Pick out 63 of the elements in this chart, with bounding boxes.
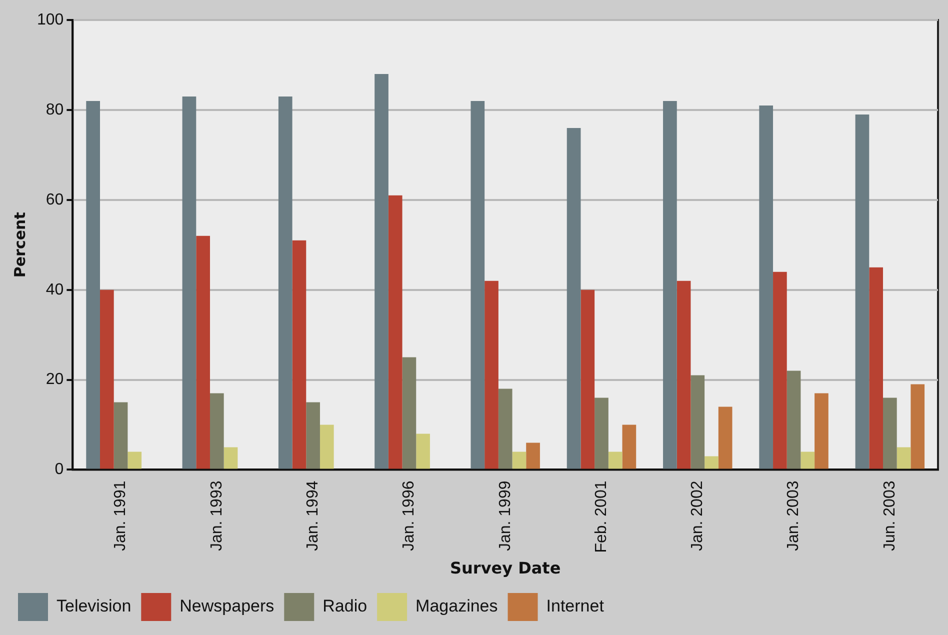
- x-axis-title: Survey Date: [450, 558, 561, 578]
- x-tick-label: Jan. 1994: [304, 480, 322, 552]
- legend-label: Radio: [322, 596, 368, 616]
- bar: [690, 375, 705, 469]
- bar: [704, 456, 718, 469]
- bar: [676, 280, 691, 469]
- bar: [663, 100, 677, 469]
- bar: [814, 393, 828, 469]
- bar: [512, 452, 526, 469]
- bar: [759, 105, 774, 469]
- bar: [608, 452, 622, 469]
- bar: [292, 240, 306, 469]
- bar: [114, 402, 128, 469]
- y-tick-label: 60: [46, 191, 64, 208]
- y-tick-label: 80: [46, 101, 64, 118]
- bar: [622, 424, 636, 469]
- bar: [773, 272, 787, 469]
- y-tick-label: 100: [36, 11, 64, 28]
- bar: [896, 447, 911, 469]
- bar: [196, 236, 210, 469]
- bar: [306, 402, 320, 469]
- y-axis-title: Percent: [10, 212, 29, 278]
- bar: [320, 424, 334, 469]
- bar: [910, 384, 925, 469]
- x-tick-label: Jan. 1993: [208, 480, 226, 552]
- legend-label: Internet: [546, 596, 604, 616]
- bar: [470, 100, 485, 469]
- x-tick-label: Jan. 1999: [496, 480, 514, 552]
- bar: [580, 290, 595, 469]
- bar: [800, 452, 815, 469]
- legend-label: Magazines: [416, 596, 498, 616]
- bar: [786, 370, 801, 469]
- x-tick-label: Jan. 1991: [112, 480, 130, 552]
- bar: [128, 452, 142, 469]
- bar: [526, 442, 540, 469]
- x-tick-label: Jan. 1996: [400, 480, 418, 552]
- bar: [182, 96, 196, 469]
- bar: [883, 398, 897, 469]
- bar: [210, 393, 224, 469]
- bar: [594, 398, 608, 469]
- legend-label: Television: [56, 596, 132, 616]
- bar: [869, 267, 884, 469]
- y-tick-label: 20: [46, 371, 64, 388]
- bar: [416, 434, 430, 469]
- y-tick-label: 0: [54, 461, 64, 478]
- bar: [402, 357, 416, 469]
- x-tick-label: Feb. 2001: [592, 480, 610, 553]
- bar: [86, 100, 100, 469]
- bar: [224, 447, 238, 469]
- bar: [718, 406, 732, 469]
- bar: [278, 96, 292, 469]
- x-tick-label: Jun. 2003: [881, 480, 898, 552]
- bar: [100, 290, 114, 469]
- bar: [566, 128, 581, 469]
- x-tick-label: Jan. 2003: [785, 480, 802, 552]
- bar: [484, 280, 498, 469]
- y-tick-label: 40: [46, 281, 64, 298]
- bar: [388, 195, 402, 469]
- bar: [498, 388, 512, 469]
- bar: [374, 74, 388, 469]
- bar: [855, 114, 870, 469]
- legend-label: Newspapers: [180, 596, 274, 616]
- x-tick-label: Jan. 2002: [689, 480, 706, 552]
